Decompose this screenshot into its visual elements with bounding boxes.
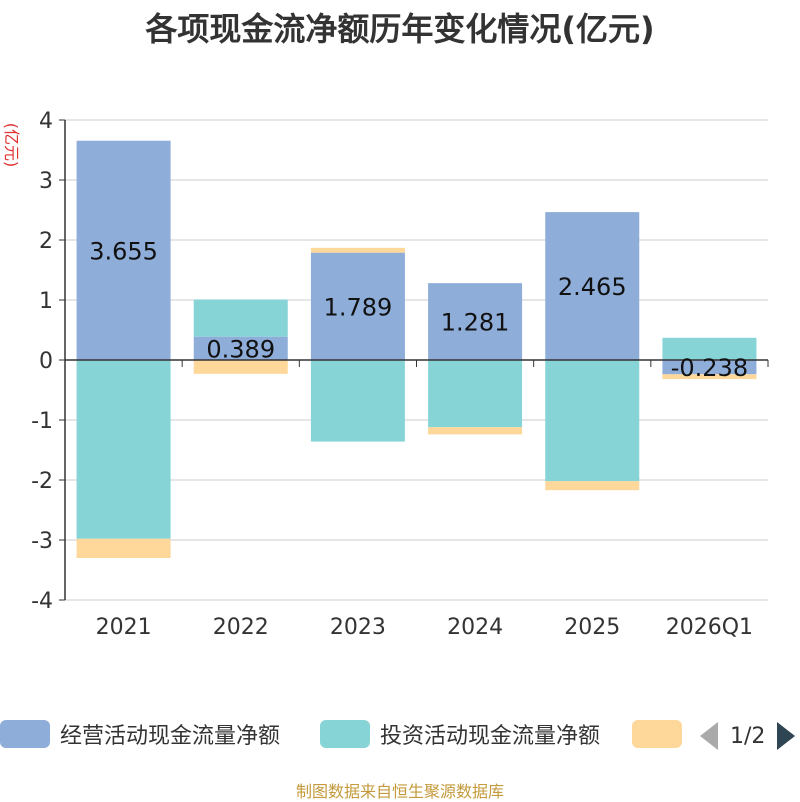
y-tick-label-1: 3 xyxy=(39,169,53,194)
data-label-2025: 2.465 xyxy=(558,273,627,301)
legend-label-operating: 经营活动现金流量净额 xyxy=(60,724,281,749)
y-tick-label-8: -4 xyxy=(31,589,53,614)
bar-s1-2022 xyxy=(193,299,288,337)
x-tick-label-2024: 2024 xyxy=(447,615,503,640)
x-tick-label-2026Q1: 2026Q1 xyxy=(666,615,753,640)
legend-swatch-financing xyxy=(632,720,682,748)
data-label-2021: 3.655 xyxy=(89,237,158,265)
bar-s1-2021 xyxy=(76,360,171,539)
bar-s2-2022 xyxy=(193,360,288,374)
bar-s0-2023 xyxy=(310,252,405,360)
legend-swatch-operating xyxy=(0,720,50,748)
data-label-2024: 1.281 xyxy=(441,309,510,337)
data-label-2026Q1: -0.238 xyxy=(671,354,748,382)
bar-s0-2024 xyxy=(428,283,523,360)
source-note: 制图数据来自恒生聚源数据库 xyxy=(295,782,504,801)
bar-s0-2025 xyxy=(545,212,640,360)
x-tick-label-2025: 2025 xyxy=(564,615,620,640)
y-tick-label-2: 2 xyxy=(39,229,53,254)
y-tick-label-0: 4 xyxy=(39,109,53,134)
x-tick-label-2023: 2023 xyxy=(330,615,386,640)
bar-s2-2021 xyxy=(76,538,171,558)
legend-prev-icon[interactable] xyxy=(700,722,718,750)
bar-s0-2022 xyxy=(193,336,288,360)
chart-title: 各项现金流净额历年变化情况(亿元) xyxy=(145,10,655,48)
bar-s2-2025 xyxy=(545,481,640,491)
legend-next-icon[interactable] xyxy=(777,722,796,750)
legend-page-indicator: 1/2 xyxy=(730,723,766,749)
legend-item-financing[interactable] xyxy=(632,718,682,750)
data-label-2022: 0.389 xyxy=(206,335,275,363)
bar-s1-2026Q1 xyxy=(662,337,757,360)
x-tick-label-2022: 2022 xyxy=(213,615,269,640)
legend-pager: 1/2 xyxy=(700,716,796,756)
bar-s1-2023 xyxy=(310,360,405,442)
chart-svg: 4 3 2 1 0 -1 -2 -3 -4 (亿元) 2021 2022 2023 2024 2025 202… xyxy=(2,109,769,640)
bar-s0-2021 xyxy=(76,140,171,360)
bar-s2-2023 xyxy=(310,247,405,253)
y-tick-label-6: -2 xyxy=(31,469,53,494)
x-tick-label-2021: 2021 xyxy=(96,615,152,640)
y-tick-label-4: 0 xyxy=(39,349,53,374)
bar-s1-2025 xyxy=(545,360,640,482)
legend-label-investing: 投资活动现金流量净额 xyxy=(380,724,601,749)
legend-item-operating[interactable]: 经营活动现金流量净额 xyxy=(0,718,280,750)
bar-s0-2026Q1 xyxy=(662,360,757,375)
legend-item-investing[interactable]: 投资活动现金流量净额 xyxy=(320,718,600,750)
y-tick-label-5: -1 xyxy=(31,409,53,434)
y-tick-label-7: -3 xyxy=(31,529,53,554)
bar-s2-2026Q1 xyxy=(662,374,757,380)
bar-s2-2024 xyxy=(428,427,523,435)
y-tick-label-3: 1 xyxy=(39,289,53,314)
data-label-2023: 1.789 xyxy=(324,293,393,321)
y-axis-label: (亿元) xyxy=(2,123,21,168)
legend: 经营活动现金流量净额 投资活动现金流量净额 1/2 xyxy=(0,716,800,756)
bar-s1-2024 xyxy=(428,360,523,428)
legend-swatch-investing xyxy=(320,720,370,748)
